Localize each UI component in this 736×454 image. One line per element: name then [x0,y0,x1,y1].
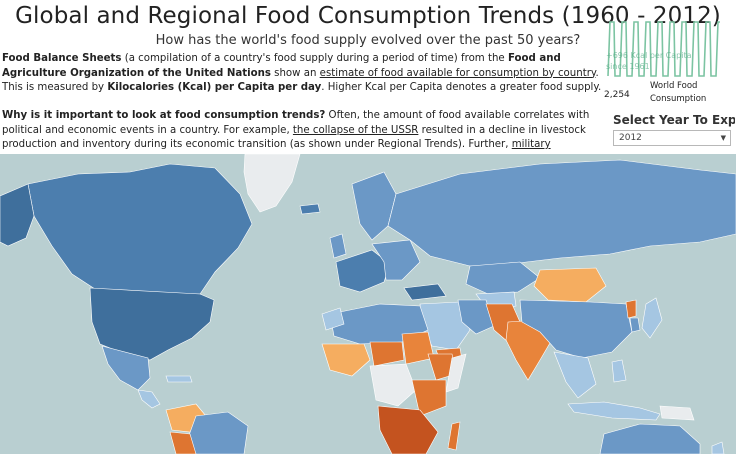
sparkline-overlay-line-2: since 1961 [606,62,650,71]
year-selector-label: Select Year To Exp... [613,113,735,127]
sparkline-chart [607,21,720,77]
country-caribbean [165,375,193,383]
page-subtitle: How has the world's food supply evolved … [155,33,581,48]
why-heading: Why is it important to look at food cons… [2,110,326,121]
country-turkey [403,283,447,301]
year-selector[interactable]: 2012 ▼ [613,130,731,146]
chevron-down-icon[interactable]: ▼ [720,134,726,142]
country-somalia [445,353,467,393]
ussr-link[interactable]: the collapse of the USSR [292,124,419,136]
country-west-africa [321,343,371,377]
intro-paragraph-2: Why is it important to look at food cons… [2,109,602,152]
sparkline-overlay-line-1: +696 Kcal per Capita [606,51,692,60]
country-japan [641,297,663,339]
country-chad [369,341,405,367]
world-food-sparkline[interactable]: +696 Kcal per Capita since 1961 2,254 Wo… [602,18,732,110]
country-iran [457,299,495,335]
country-australia [599,423,701,454]
kcal-term: Kilocalories (Kcal) per Capita per day [107,82,322,93]
year-selector-value: 2012 [619,133,642,143]
country-russia [387,159,736,267]
country-uk [329,233,347,259]
page-title: Global and Regional Food Consumption Tre… [15,3,721,29]
country-alaska [0,183,35,247]
country-east-africa [411,379,447,417]
country-greenland [243,154,301,213]
country-philippines [611,359,627,383]
intro-text: show an [270,67,320,79]
sparkline-value: 2,254 [604,90,630,100]
food-balance-term: Food Balance Sheets [2,53,122,64]
country-southern-africa [377,405,439,454]
country-papua [659,405,695,421]
country-south-korea [629,317,641,333]
military-link[interactable]: military [511,139,551,150]
country-kazakhstan [465,261,541,295]
country-iceland [299,203,321,215]
estimate-link[interactable]: estimate of food available for consumpti… [319,67,596,79]
country-western-europe [335,249,391,293]
country-central-africa [369,363,417,407]
country-central-america [137,389,161,409]
country-north-korea [625,299,637,319]
country-madagascar [447,421,461,451]
sparkline-label: World Food Consumption [650,81,707,104]
country-morocco [321,307,345,331]
country-brazil [187,411,249,454]
country-usa [89,287,215,361]
country-china [519,299,633,359]
sparkline-overlay: +696 Kcal per Capita since 1961 [606,50,692,72]
country-canada [27,163,253,295]
intro-text: . This is measured by [2,67,599,94]
country-new-zealand [711,441,725,454]
country-scandinavia [351,171,397,241]
country-bolivia [169,431,197,454]
intro-text: (a compilation of a country's food suppl… [121,53,508,64]
intro-paragraph-1: Food Balance Sheets (a compilation of a … [2,52,602,96]
fao-term: Food and Agriculture Organization of the… [2,53,561,79]
country-sudan [401,331,435,365]
country-mongolia [533,267,607,303]
world-map-svg [0,154,736,454]
intro-text: . Higher Kcal per Capita denotes a great… [321,82,602,93]
world-map[interactable] [0,154,736,454]
sparkline-line [607,21,720,77]
country-southeast-asia [553,351,597,399]
country-indonesia [567,401,661,421]
intro-text: resulted in a decline in livestock produ… [2,124,586,151]
intro-text: Often, the amount of food available corr… [2,110,590,136]
